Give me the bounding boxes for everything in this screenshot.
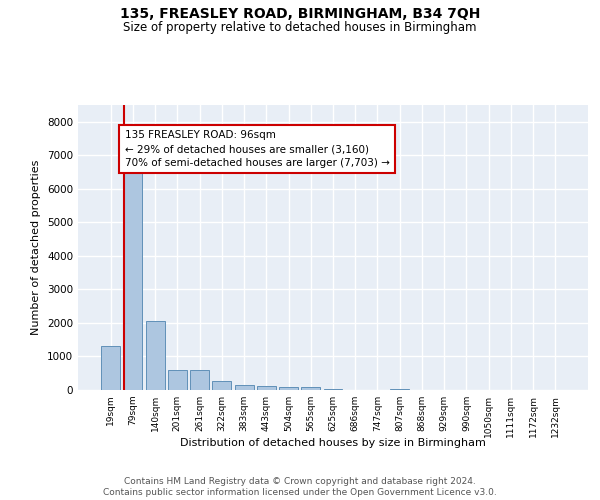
Text: 135 FREASLEY ROAD: 96sqm
← 29% of detached houses are smaller (3,160)
70% of sem: 135 FREASLEY ROAD: 96sqm ← 29% of detach… <box>125 130 389 168</box>
Text: Size of property relative to detached houses in Birmingham: Size of property relative to detached ho… <box>123 21 477 34</box>
Bar <box>390 389 409 390</box>
Text: Contains public sector information licensed under the Open Government Licence v3: Contains public sector information licen… <box>103 488 497 497</box>
Bar <box>235 385 254 390</box>
Bar <box>146 320 164 390</box>
Text: 135, FREASLEY ROAD, BIRMINGHAM, B34 7QH: 135, FREASLEY ROAD, BIRMINGHAM, B34 7QH <box>120 8 480 22</box>
Bar <box>323 389 343 390</box>
Bar <box>101 346 120 390</box>
Bar <box>279 388 298 390</box>
Bar <box>190 370 209 390</box>
Bar <box>212 381 231 390</box>
Bar <box>257 386 276 390</box>
Text: Contains HM Land Registry data © Crown copyright and database right 2024.: Contains HM Land Registry data © Crown c… <box>124 478 476 486</box>
Text: Distribution of detached houses by size in Birmingham: Distribution of detached houses by size … <box>180 438 486 448</box>
Bar <box>124 170 142 390</box>
Bar <box>301 388 320 390</box>
Y-axis label: Number of detached properties: Number of detached properties <box>31 160 41 335</box>
Bar <box>168 370 187 390</box>
